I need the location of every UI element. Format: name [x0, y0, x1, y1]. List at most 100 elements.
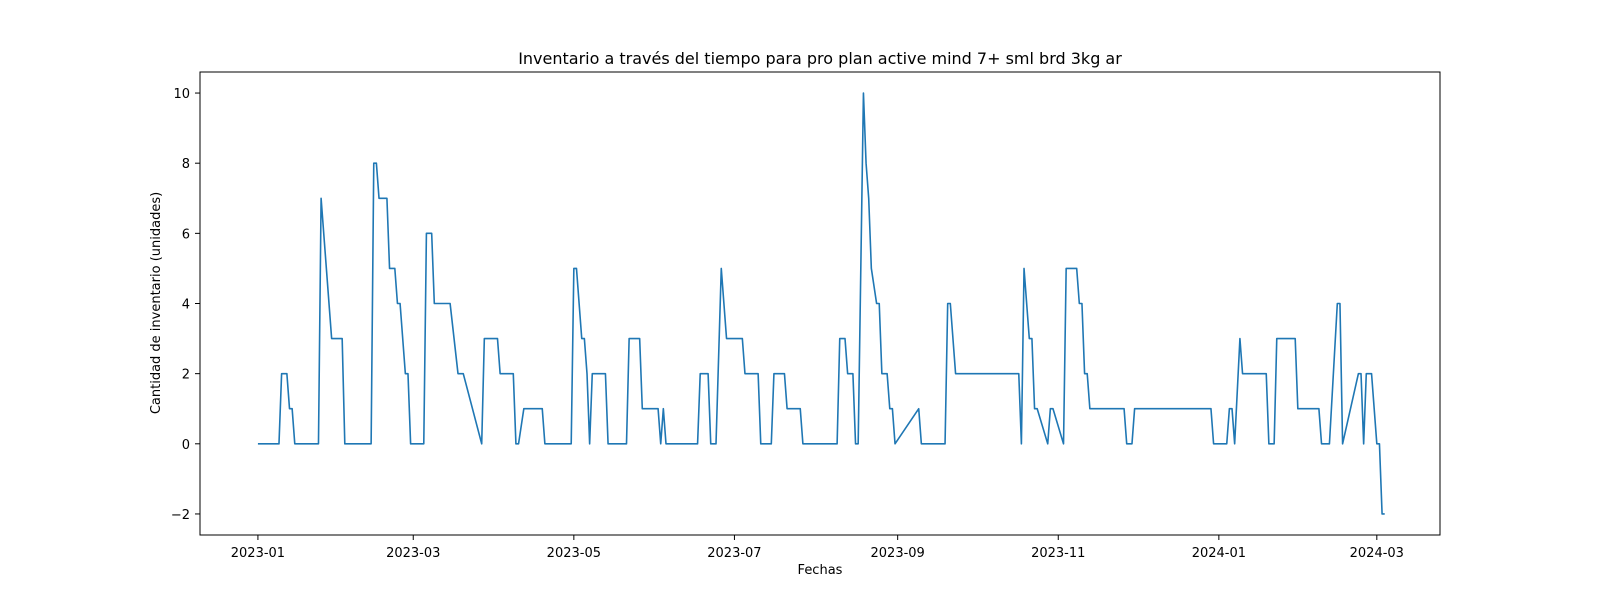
data-point [444, 303, 446, 305]
data-point [426, 233, 428, 235]
data-point [663, 408, 665, 410]
data-point [1031, 338, 1033, 340]
data-point [844, 338, 846, 340]
data-point [1023, 268, 1025, 270]
data-point [394, 268, 396, 270]
data-point [886, 373, 888, 375]
data-point [1076, 268, 1078, 270]
data-point [1065, 268, 1067, 270]
data-point [1047, 443, 1049, 445]
y-tick-label: 0 [182, 438, 190, 453]
data-point [707, 373, 709, 375]
data-point [1365, 373, 1367, 375]
data-point [423, 443, 425, 445]
data-point [1063, 443, 1065, 445]
plot-area-background [200, 72, 1440, 535]
data-point [757, 373, 759, 375]
data-point [1021, 443, 1023, 445]
data-point [1381, 513, 1383, 515]
data-point [1134, 408, 1136, 410]
data-point [726, 338, 728, 340]
x-tick-label: 2024-01 [1192, 546, 1246, 561]
data-point [1029, 338, 1031, 340]
data-point [499, 373, 501, 375]
data-point [836, 443, 838, 445]
data-point [1126, 443, 1128, 445]
data-point [868, 197, 870, 199]
data-point [484, 338, 486, 340]
y-tick-label: 6 [182, 227, 190, 242]
data-point [331, 338, 333, 340]
data-point [626, 443, 628, 445]
x-axis: 2023-01 2023-03 2023-05 2023-07 2023-09 2023-… [231, 535, 1404, 561]
data-point [1371, 373, 1373, 375]
x-tick-label: 2023-01 [231, 546, 285, 561]
data-point [1123, 408, 1125, 410]
data-point [1210, 408, 1212, 410]
data-point [544, 443, 546, 445]
data-point [1050, 408, 1052, 410]
x-tick-label: 2023-07 [707, 546, 761, 561]
data-point [431, 233, 433, 235]
data-point [570, 443, 572, 445]
data-point [813, 443, 815, 445]
data-point [397, 303, 399, 305]
data-point [591, 373, 593, 375]
x-tick-label: 2023-11 [1031, 546, 1085, 561]
data-point [1339, 303, 1341, 305]
data-point [1089, 408, 1091, 410]
data-point [378, 197, 380, 199]
data-point [786, 408, 788, 410]
data-point [697, 443, 699, 445]
x-tick-label: 2024-03 [1350, 546, 1404, 561]
data-point [1268, 443, 1270, 445]
data-point [1231, 408, 1233, 410]
data-point [349, 443, 351, 445]
data-point [512, 373, 514, 375]
y-tick-label: 10 [173, 87, 190, 102]
data-point [407, 373, 409, 375]
data-point [607, 443, 609, 445]
data-point [878, 303, 880, 305]
data-point [257, 443, 259, 445]
data-point [1297, 408, 1299, 410]
data-point [950, 303, 952, 305]
data-point [889, 408, 891, 410]
data-point [1079, 303, 1081, 305]
data-point [720, 268, 722, 270]
data-point [894, 443, 896, 445]
data-point [576, 268, 578, 270]
data-point [871, 268, 873, 270]
data-point [1234, 443, 1236, 445]
data-point [605, 373, 607, 375]
data-point [660, 443, 662, 445]
data-point [1242, 373, 1244, 375]
data-point [918, 408, 920, 410]
data-point [1384, 513, 1386, 515]
data-point [944, 443, 946, 445]
data-point [1086, 373, 1088, 375]
data-point [449, 303, 451, 305]
data-point [863, 92, 865, 94]
data-point [699, 373, 701, 375]
data-point [589, 443, 591, 445]
x-tick-label: 2023-03 [386, 546, 440, 561]
data-point [1329, 443, 1331, 445]
y-tick-label: 2 [182, 368, 190, 383]
data-point [847, 373, 849, 375]
data-point [742, 338, 744, 340]
data-point [641, 408, 643, 410]
data-point [855, 443, 857, 445]
data-point [344, 443, 346, 445]
data-point [573, 268, 575, 270]
data-point [715, 443, 717, 445]
data-point [341, 338, 343, 340]
data-point [289, 408, 291, 410]
data-point [1131, 443, 1133, 445]
x-tick-label: 2023-09 [871, 546, 925, 561]
data-point [1342, 443, 1344, 445]
data-point [839, 338, 841, 340]
data-point [389, 268, 391, 270]
data-point [1337, 303, 1339, 305]
